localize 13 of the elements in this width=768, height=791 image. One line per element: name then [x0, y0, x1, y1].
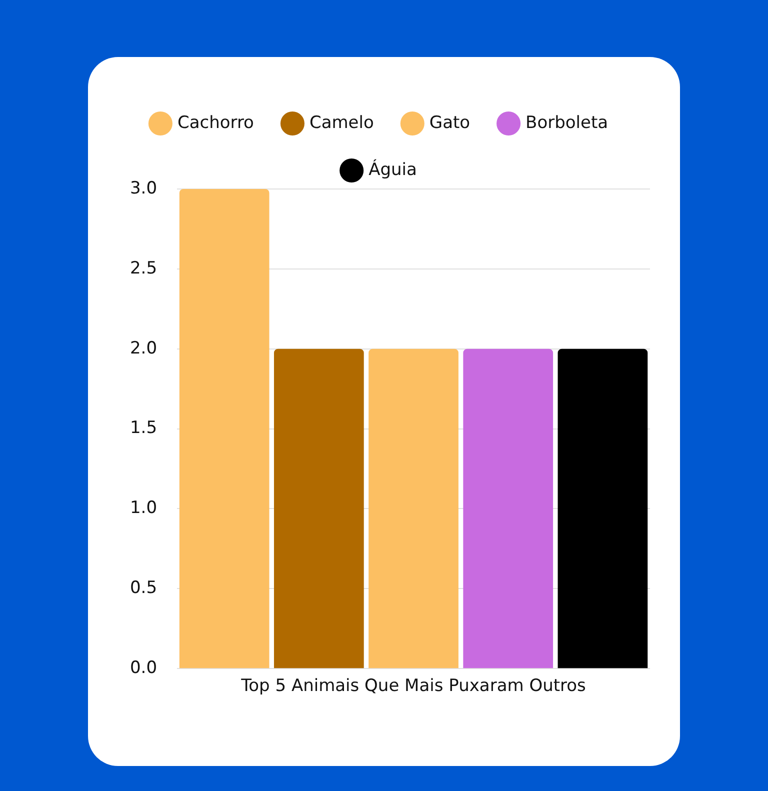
- x-tick-label: Top 5 Animais Que Mais Puxaram Outros: [240, 676, 586, 696]
- y-tick-label: 1.0: [130, 498, 158, 518]
- legend-label: Cachorro: [177, 112, 254, 133]
- y-tick-label: 0.0: [130, 658, 158, 678]
- y-tick-label: 2.0: [130, 338, 158, 358]
- legend-label: Gato: [429, 112, 470, 133]
- legend-label: Camelo: [309, 112, 374, 133]
- y-tick-label: 0.5: [130, 578, 158, 598]
- legend-label: Águia: [368, 158, 417, 180]
- y-tick-label: 2.5: [130, 258, 158, 278]
- y-tick-label: 3.0: [130, 178, 158, 198]
- legend-label: Borboleta: [526, 112, 608, 133]
- y-tick-label: 1.5: [130, 418, 158, 438]
